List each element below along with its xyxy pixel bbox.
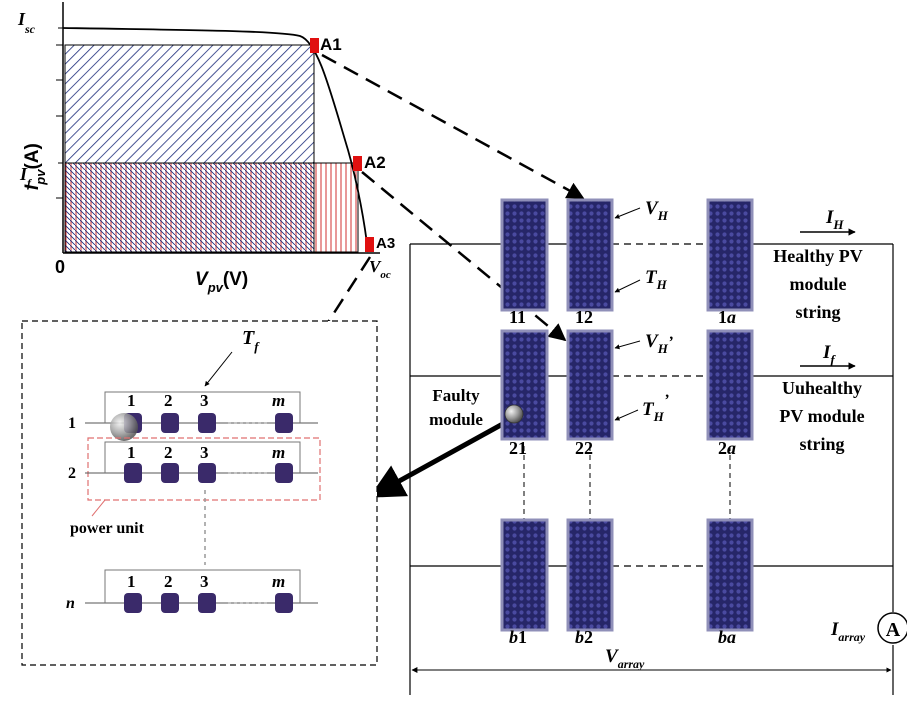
inset-module: [198, 413, 216, 433]
power-rect-a2-border: [64, 162, 359, 253]
svg-text:m: m: [272, 443, 285, 462]
pv-module-21: [500, 329, 549, 441]
svg-text:1: 1: [127, 443, 136, 462]
inset-border: [21, 320, 378, 666]
label-a3: A3: [376, 235, 395, 252]
pv-module-1a: [706, 198, 754, 312]
pv-module-22: [566, 329, 614, 441]
th-label: TH: [645, 267, 668, 292]
svg-text:m: m: [272, 572, 285, 591]
vh-label: VH: [645, 198, 669, 223]
voc-label: Voc: [369, 257, 391, 281]
varray-label: Varray: [605, 646, 645, 671]
unhealthy-string-line-2: PV module: [779, 406, 864, 426]
power-area-overlap: [65, 163, 314, 252]
inset-row-1: 1 1 2 3 m: [68, 391, 318, 441]
pv-module-11: [500, 198, 549, 312]
power-unit-box: [87, 437, 321, 501]
pv-array: 11 12 1a 21 22 2a b1 b2 ba VH TH VH’ TH’…: [409, 198, 907, 695]
pv-module-ba: [706, 518, 754, 632]
label-a1: A1: [320, 35, 342, 54]
svg-text:m: m: [272, 391, 285, 410]
isc-label: Isc: [17, 9, 36, 36]
arrow-fault-to-inset: [368, 417, 512, 499]
origin-label: 0: [55, 257, 65, 277]
svg-text:3: 3: [200, 572, 209, 591]
iarray-label: Iarray: [830, 619, 866, 644]
svg-text:2: 2: [164, 572, 173, 591]
row-label-n: n: [66, 595, 75, 612]
arrow-a2-to-module22: [361, 171, 567, 342]
inset-module: [124, 463, 142, 483]
inset-module: [161, 463, 179, 483]
module-label-ba: ba: [718, 627, 736, 647]
module-label-b1: b1: [509, 627, 527, 647]
pv-module-2a: [706, 329, 754, 441]
power-unit-label: power unit: [70, 520, 145, 537]
healthy-string-line-3: string: [796, 302, 841, 322]
module-label-11: 11: [509, 307, 526, 327]
if-current-label: If: [822, 342, 836, 367]
inset-module: [124, 593, 142, 613]
svg-text:3: 3: [200, 391, 209, 410]
module-label-22: 22: [575, 438, 593, 458]
inset-module: [275, 463, 293, 483]
faulty-module-line-2: module: [429, 410, 483, 429]
inset-module: [275, 593, 293, 613]
svg-text:1: 1: [127, 391, 136, 410]
svg-text:2: 2: [164, 443, 173, 462]
module-label-b2: b2: [575, 627, 593, 647]
marker-a3: [365, 237, 374, 252]
inset-module: [161, 413, 179, 433]
row-label-1: 1: [68, 415, 76, 432]
label-a2: A2: [364, 153, 386, 172]
arrow-a1-to-module12: [321, 53, 585, 200]
marker-a2: [353, 156, 362, 171]
unhealthy-string-line-3: string: [800, 434, 845, 454]
healthy-string-line-1: Healthy PV: [773, 246, 863, 266]
inset-module: [198, 593, 216, 613]
svg-text:1: 1: [127, 572, 136, 591]
faulty-module-marker: [504, 404, 524, 424]
pv-module-12: [566, 198, 614, 312]
fault-marker-sphere: [110, 413, 138, 441]
marker-a1: [310, 38, 319, 53]
ammeter-icon: [877, 612, 907, 644]
svg-text:3: 3: [200, 443, 209, 462]
vh-fault-label: VH’: [645, 331, 673, 356]
svg-text:2: 2: [164, 391, 173, 410]
module-label-12: 12: [575, 307, 593, 327]
inset-panel: Tf 1 1 2 3 m 2 1 2 3: [21, 320, 378, 666]
faulty-module-line-1: Faulty: [432, 386, 480, 405]
inset-row-2: 2 1 2 3 m: [68, 441, 318, 483]
x-axis-title: Vpv(V): [195, 269, 248, 295]
pv-module-b2: [566, 518, 614, 632]
iv-chart: A1 A2 A3 Isc If 0 Vpv(V) Ipv(A) Voc: [17, 2, 395, 295]
ih-label: IH: [825, 207, 844, 232]
power-area-a2: [314, 163, 358, 252]
tf-label: Tf: [242, 327, 260, 354]
ammeter-symbol: A: [886, 619, 901, 641]
row-label-2: 2: [68, 465, 76, 482]
inset-module: [161, 593, 179, 613]
th-fault-label: TH’: [642, 392, 669, 424]
inset-row-n: n 1 2 3 m: [66, 569, 318, 613]
module-label-2a: 2a: [718, 438, 736, 458]
module-label-21: 21: [509, 438, 527, 458]
healthy-string-line-2: module: [789, 274, 846, 294]
pv-module-b1: [500, 518, 549, 632]
y-axis-title: Ipv(A): [22, 143, 48, 190]
module-label-1a: 1a: [718, 307, 736, 327]
inset-module: [275, 413, 293, 433]
unhealthy-string-line-1: Uuhealthy: [782, 378, 862, 398]
inset-module: [198, 463, 216, 483]
if-label: If: [19, 164, 32, 190]
